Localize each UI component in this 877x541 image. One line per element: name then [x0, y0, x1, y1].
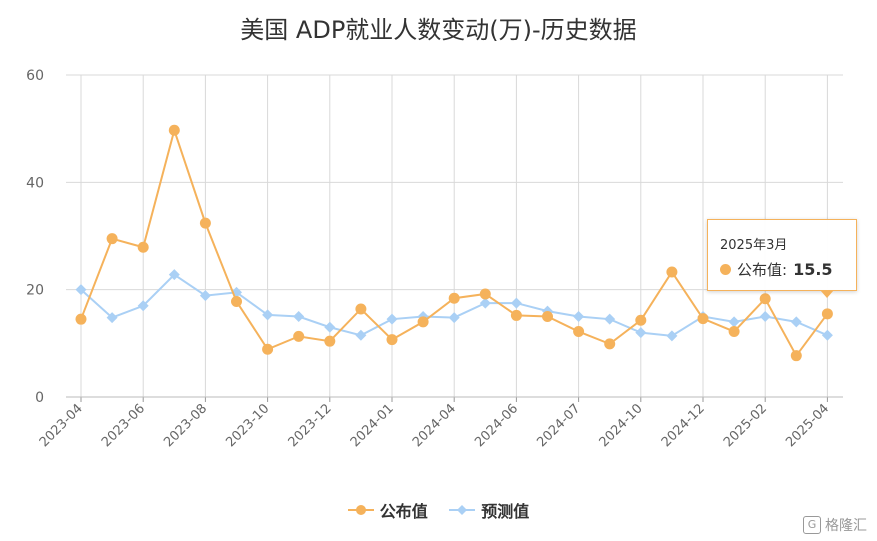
tooltip-date: 2025年3月 — [720, 238, 788, 253]
x-tick-label: 2023-08 — [161, 401, 210, 450]
data-point-forecast — [75, 284, 87, 296]
data-point-published — [635, 314, 647, 326]
y-tick-label: 0 — [35, 390, 44, 406]
x-tick-label: 2024-07 — [534, 401, 583, 450]
legend-circle-icon — [347, 505, 374, 515]
data-point-forecast — [386, 313, 398, 325]
data-point-published — [821, 308, 833, 320]
data-point-published — [604, 338, 616, 350]
legend-item-forecast[interactable]: 预测值 — [449, 498, 529, 522]
data-point-published — [199, 217, 211, 229]
data-point-published — [75, 313, 87, 325]
tooltip-label: 公布值: — [737, 261, 788, 279]
tooltip-dot-icon — [720, 264, 731, 275]
data-point-forecast — [168, 269, 180, 281]
data-point-published — [666, 266, 678, 278]
tooltip-value: 15.5 — [793, 260, 833, 279]
tooltip-row: 公布值: 15.5 — [720, 259, 844, 280]
data-point-published — [697, 313, 709, 325]
tooltip: 2025年3月 公布值: 15.5 — [707, 219, 857, 298]
x-tick-label: 2024-10 — [597, 401, 646, 450]
y-tick-label: 40 — [26, 175, 44, 191]
x-tick-label: 2023-06 — [99, 401, 148, 450]
data-point-published — [137, 241, 149, 253]
data-point-published — [324, 335, 336, 347]
data-point-forecast — [821, 329, 833, 341]
x-tick-label: 2024-12 — [659, 401, 708, 450]
x-tick-label: 2023-04 — [37, 401, 86, 450]
data-point-forecast — [448, 312, 460, 324]
x-tick-label: 2025-04 — [783, 401, 832, 450]
legend-label-published: 公布值 — [379, 502, 428, 521]
data-point-published — [168, 124, 180, 136]
legend: 公布值 预测值 — [0, 498, 877, 522]
line-chart: 0 20 40 60 2023-04 2023-06 2023-08 2023-10 2023-… — [26, 68, 843, 450]
chart-title: 美国 ADP就业人数变动(万)-历史数据 — [240, 16, 637, 44]
y-tick-label: 60 — [26, 68, 44, 84]
data-point-published — [262, 343, 274, 355]
data-point-forecast — [137, 300, 149, 312]
x-tick-label: 2023-10 — [223, 401, 272, 450]
legend-item-published[interactable]: 公布值 — [347, 498, 428, 522]
data-point-published — [759, 293, 771, 305]
data-point-published — [293, 330, 305, 342]
data-point-forecast — [635, 327, 647, 339]
watermark-text: 格隆汇 — [825, 518, 867, 534]
x-tick-label: 2023-12 — [286, 401, 335, 450]
data-point-forecast — [728, 316, 740, 328]
data-point-published — [386, 334, 398, 346]
data-point-forecast — [293, 311, 305, 322]
data-point-published — [728, 326, 740, 338]
data-point-published — [510, 309, 522, 321]
x-tick-label: 2024-06 — [472, 401, 521, 450]
data-point-forecast — [479, 297, 491, 309]
data-point-published — [790, 350, 802, 362]
legend-diamond-icon — [449, 505, 476, 515]
y-tick-label: 20 — [26, 283, 44, 299]
data-point-forecast — [510, 297, 522, 309]
data-point-published — [355, 303, 367, 315]
data-point-published — [448, 292, 460, 304]
x-tick-label: 2024-04 — [410, 401, 459, 450]
x-tick-label: 2025-02 — [721, 401, 770, 450]
data-point-published — [573, 326, 585, 338]
data-point-forecast — [199, 290, 211, 302]
data-point-published — [479, 288, 491, 300]
legend-label-forecast: 预测值 — [481, 502, 530, 521]
series-layer — [75, 124, 833, 362]
data-point-published — [231, 295, 242, 307]
data-point-forecast — [604, 313, 616, 325]
data-point-forecast — [262, 309, 274, 321]
data-point-forecast — [666, 330, 678, 342]
x-tick-label: 2024-01 — [348, 401, 397, 450]
data-point-forecast — [324, 321, 336, 333]
data-point-published — [542, 311, 553, 322]
tooltip-arrow-icon — [820, 290, 834, 298]
data-point-forecast — [759, 311, 771, 322]
data-point-published — [106, 233, 118, 245]
data-point-published — [417, 316, 429, 328]
watermark-logo-icon: G — [803, 516, 821, 534]
data-point-forecast — [355, 329, 367, 341]
data-point-forecast — [573, 311, 585, 322]
watermark: G 格隆汇 — [803, 515, 867, 535]
grid — [66, 74, 843, 398]
data-point-forecast — [790, 316, 802, 328]
data-point-forecast — [106, 312, 118, 324]
